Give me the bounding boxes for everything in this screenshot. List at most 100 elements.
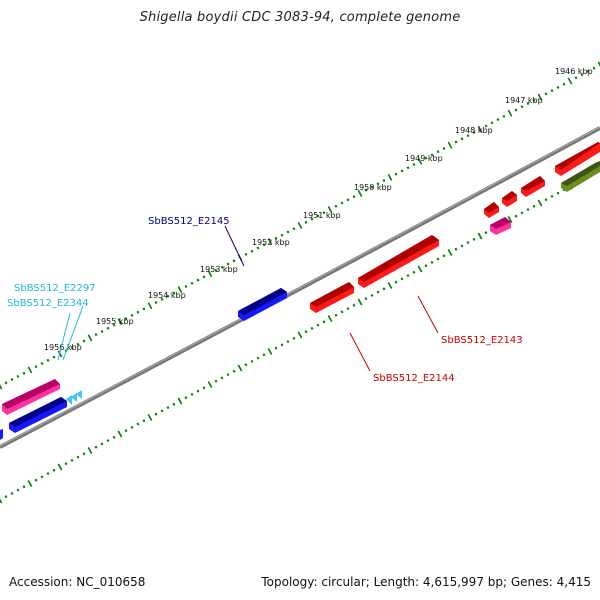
- minor-tick: [376, 182, 380, 186]
- tick-labels: 1946 kbp 1947 kbp 1948 kbp 1949 kbp 1950…: [44, 67, 593, 352]
- major-tick: [597, 61, 600, 67]
- minor-tick: [346, 307, 350, 311]
- major-tick: [417, 265, 423, 273]
- minor-tick: [334, 313, 338, 317]
- minor-tick: [514, 108, 518, 112]
- minor-tick: [34, 365, 38, 369]
- minor-tick: [100, 442, 104, 446]
- minor-tick: [34, 478, 38, 482]
- gene-label[interactable]: SbBS512_E2144: [373, 373, 455, 384]
- minor-tick: [130, 425, 134, 429]
- minor-tick: [400, 277, 404, 281]
- minor-tick: [562, 82, 566, 86]
- major-tick: [477, 125, 483, 133]
- genome-backbone-highlight: [0, 126, 600, 447]
- major-tick: [567, 77, 573, 85]
- major-tick: [327, 315, 333, 322]
- major-tick: [237, 364, 243, 372]
- minor-tick: [262, 243, 266, 247]
- minor-tick: [484, 124, 488, 128]
- minor-tick: [412, 270, 416, 274]
- minor-tick: [160, 297, 164, 301]
- gene-feature[interactable]: [521, 176, 545, 197]
- minor-tick: [82, 452, 86, 456]
- minor-tick: [490, 121, 494, 125]
- major-tick: [357, 298, 363, 306]
- minor-tick: [202, 275, 206, 279]
- major-tick: [297, 222, 303, 229]
- minor-tick: [274, 346, 278, 350]
- gene-feature[interactable]: [484, 202, 499, 218]
- minor-tick: [316, 323, 320, 327]
- minor-tick: [364, 297, 368, 301]
- gene-feature[interactable]: [561, 161, 600, 192]
- gene-feature[interactable]: [490, 217, 511, 235]
- minor-tick: [310, 217, 314, 221]
- major-tick: [117, 430, 123, 438]
- tick-label: 1948 kbp: [455, 126, 493, 135]
- gene-feature[interactable]: [2, 379, 60, 415]
- minor-tick: [244, 363, 248, 367]
- gene-label[interactable]: SbBS512_E2143: [441, 335, 523, 346]
- minor-tick: [520, 211, 524, 215]
- major-tick: [177, 286, 183, 294]
- minor-tick: [190, 281, 194, 285]
- minor-tick: [232, 259, 236, 263]
- minor-tick: [292, 336, 296, 340]
- minor-tick: [82, 339, 86, 343]
- minor-tick: [460, 137, 464, 141]
- genome-backbone: [0, 126, 600, 449]
- gene-label[interactable]: SbBS512_E2344: [7, 298, 89, 309]
- minor-tick: [406, 166, 410, 170]
- gene-feature-small[interactable]: [66, 390, 82, 405]
- gene-feature[interactable]: [0, 429, 3, 440]
- gene-label[interactable]: SbBS512_E2297: [14, 283, 96, 294]
- minor-tick: [124, 429, 128, 433]
- minor-tick: [16, 374, 20, 378]
- gene-feature[interactable]: [238, 288, 287, 321]
- gene-feature[interactable]: [310, 282, 354, 313]
- minor-tick: [574, 76, 578, 80]
- minor-tick: [532, 98, 536, 102]
- minor-tick: [220, 376, 224, 380]
- minor-tick: [442, 146, 446, 150]
- minor-tick: [364, 188, 368, 192]
- minor-tick: [442, 254, 446, 258]
- tick-label: 1947 kbp: [505, 96, 543, 105]
- gene-feature[interactable]: [555, 142, 600, 176]
- major-tick: [357, 189, 363, 197]
- minor-tick: [376, 290, 380, 294]
- minor-tick: [472, 130, 476, 134]
- gene-feature[interactable]: [358, 235, 439, 288]
- major-tick: [387, 282, 393, 289]
- tick-label: 1951 kbp: [303, 211, 341, 220]
- gene-label[interactable]: SbBS512_E2145: [148, 216, 230, 227]
- minor-tick: [352, 303, 356, 307]
- major-tick: [57, 463, 63, 471]
- minor-tick: [94, 333, 98, 337]
- minor-tick: [520, 105, 524, 109]
- minor-tick: [232, 369, 236, 373]
- minor-tick: [592, 66, 596, 70]
- minor-tick: [220, 265, 224, 269]
- minor-tick: [106, 326, 110, 330]
- minor-tick: [394, 280, 398, 284]
- minor-tick: [130, 313, 134, 317]
- minor-tick: [460, 244, 464, 248]
- leader-line: [349, 332, 371, 372]
- minor-tick: [190, 392, 194, 396]
- minor-tick: [46, 472, 50, 476]
- major-tick: [87, 447, 93, 454]
- gene-feature[interactable]: [9, 397, 67, 433]
- gene-feature[interactable]: [502, 191, 517, 207]
- minor-tick: [466, 241, 470, 245]
- minor-tick: [346, 198, 350, 202]
- minor-tick: [4, 495, 8, 499]
- minor-tick: [136, 310, 140, 314]
- minor-tick: [52, 355, 56, 359]
- major-tick: [27, 366, 33, 374]
- minor-tick: [196, 389, 200, 393]
- minor-tick: [226, 373, 230, 377]
- minor-tick: [244, 252, 248, 256]
- minor-tick: [370, 185, 374, 189]
